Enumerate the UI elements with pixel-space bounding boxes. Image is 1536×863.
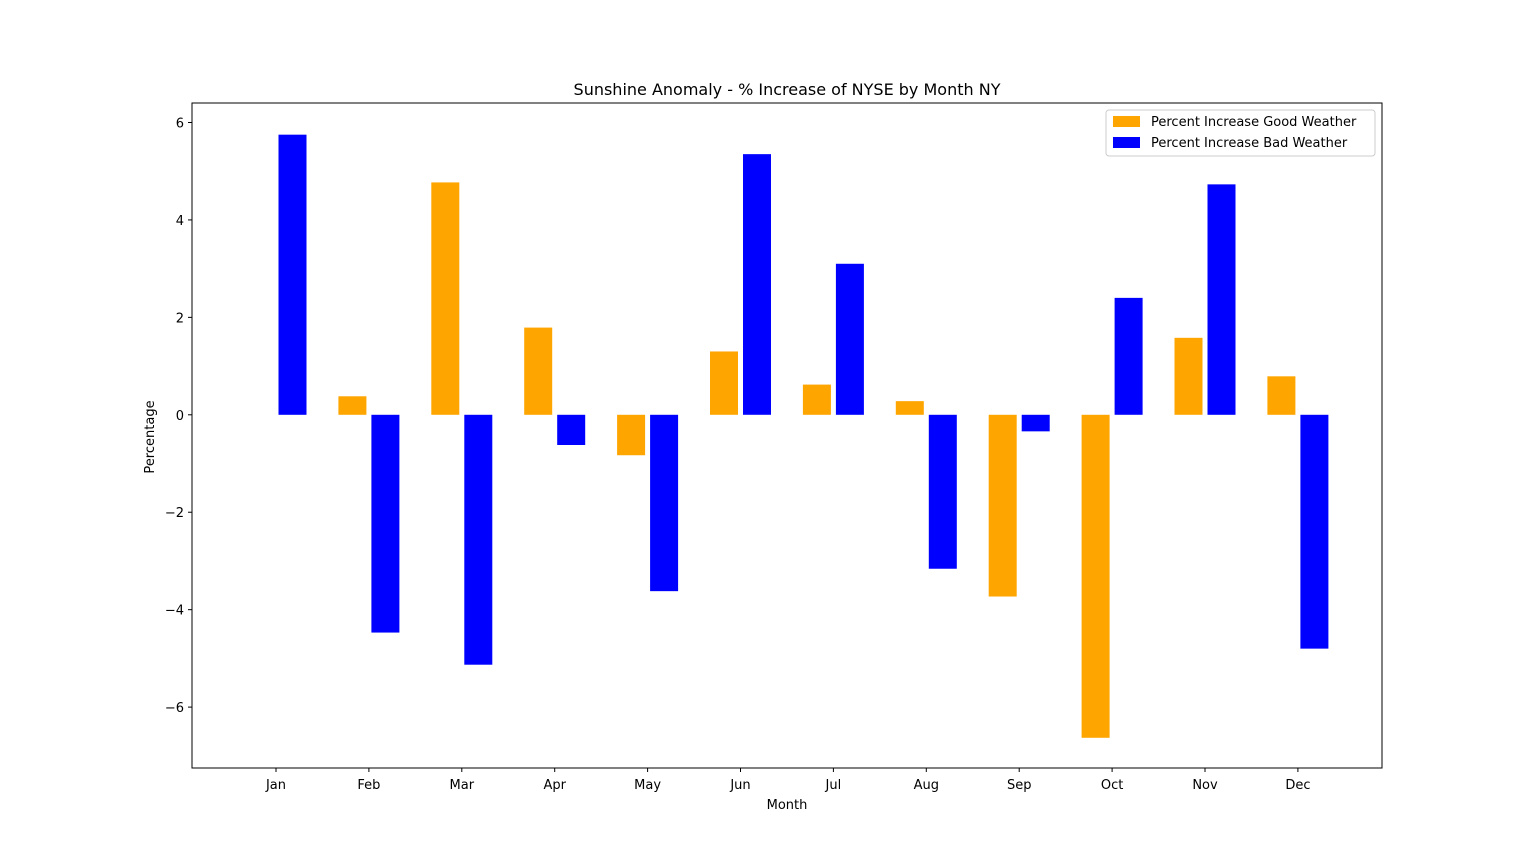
y-tick-label: 2 (176, 311, 184, 326)
x-tick-label-apr: Apr (543, 778, 566, 793)
bar-bad-jan (278, 134, 307, 415)
x-tick-label-dec: Dec (1285, 778, 1310, 793)
chart-title: Sunshine Anomaly - % Increase of NYSE by… (574, 80, 1001, 99)
bar-bad-may (650, 414, 679, 592)
x-tick-label-may: May (634, 778, 661, 793)
bar-good-jul (802, 384, 831, 415)
bar-bad-dec (1300, 414, 1329, 649)
x-axis: Jan Feb Mar Apr May Jun Jul Aug Sep Oct Nov Dec (265, 768, 1310, 793)
bar-bad-jun (743, 154, 771, 415)
x-tick-label-jun: Jun (729, 778, 750, 793)
legend-swatch-bad (1113, 137, 1140, 148)
bar-good-nov (1174, 337, 1203, 415)
x-tick-label-oct: Oct (1101, 778, 1123, 793)
bar-good-jun (710, 351, 738, 415)
y-axis: 6 4 2 0 −2 −4 −6 (165, 116, 192, 716)
x-tick-label-sep: Sep (1007, 778, 1032, 793)
y-tick-label: 6 (176, 116, 184, 131)
bar-bad-oct (1114, 297, 1143, 415)
bar-good-dec (1267, 376, 1296, 415)
bar-good-oct (1081, 414, 1110, 738)
plot-frame (191, 102, 1383, 769)
bar-good-sep (988, 414, 1017, 597)
x-tick-label-jul: Jul (825, 778, 842, 793)
plot-bars (278, 134, 1329, 738)
bar-bad-sep (1021, 414, 1050, 432)
legend-label-bad: Percent Increase Bad Weather (1151, 136, 1348, 151)
y-tick-label: −4 (165, 604, 184, 619)
x-tick-label-aug: Aug (914, 778, 939, 793)
y-tick-label: 0 (176, 409, 184, 424)
legend-swatch-good (1113, 116, 1140, 127)
y-axis-label: Percentage (143, 400, 158, 473)
y-tick-label: 4 (176, 214, 184, 229)
y-tick-label: −2 (165, 506, 184, 521)
x-tick-label-feb: Feb (357, 778, 380, 793)
bar-good-feb (338, 396, 367, 415)
bar-bad-nov (1207, 184, 1236, 415)
bar-bad-jul (835, 263, 864, 415)
bar-bad-aug (928, 414, 957, 569)
bar-bad-apr (557, 414, 586, 445)
y-tick-label: −6 (165, 701, 184, 716)
bar-good-aug (895, 401, 924, 415)
bar-good-mar (431, 182, 460, 415)
legend-box (1105, 109, 1376, 157)
x-tick-label-jan: Jan (265, 778, 286, 793)
bar-bad-feb (371, 414, 400, 633)
legend-label-good: Percent Increase Good Weather (1151, 115, 1357, 130)
x-axis-label: Month (767, 798, 808, 813)
bar-good-apr (524, 327, 553, 415)
bar-good-may (617, 414, 646, 456)
x-tick-label-nov: Nov (1192, 778, 1218, 793)
bar-bad-mar (464, 414, 493, 665)
legend: Percent Increase Good Weather Percent Inc… (1105, 109, 1376, 157)
x-tick-label-mar: Mar (450, 778, 475, 793)
